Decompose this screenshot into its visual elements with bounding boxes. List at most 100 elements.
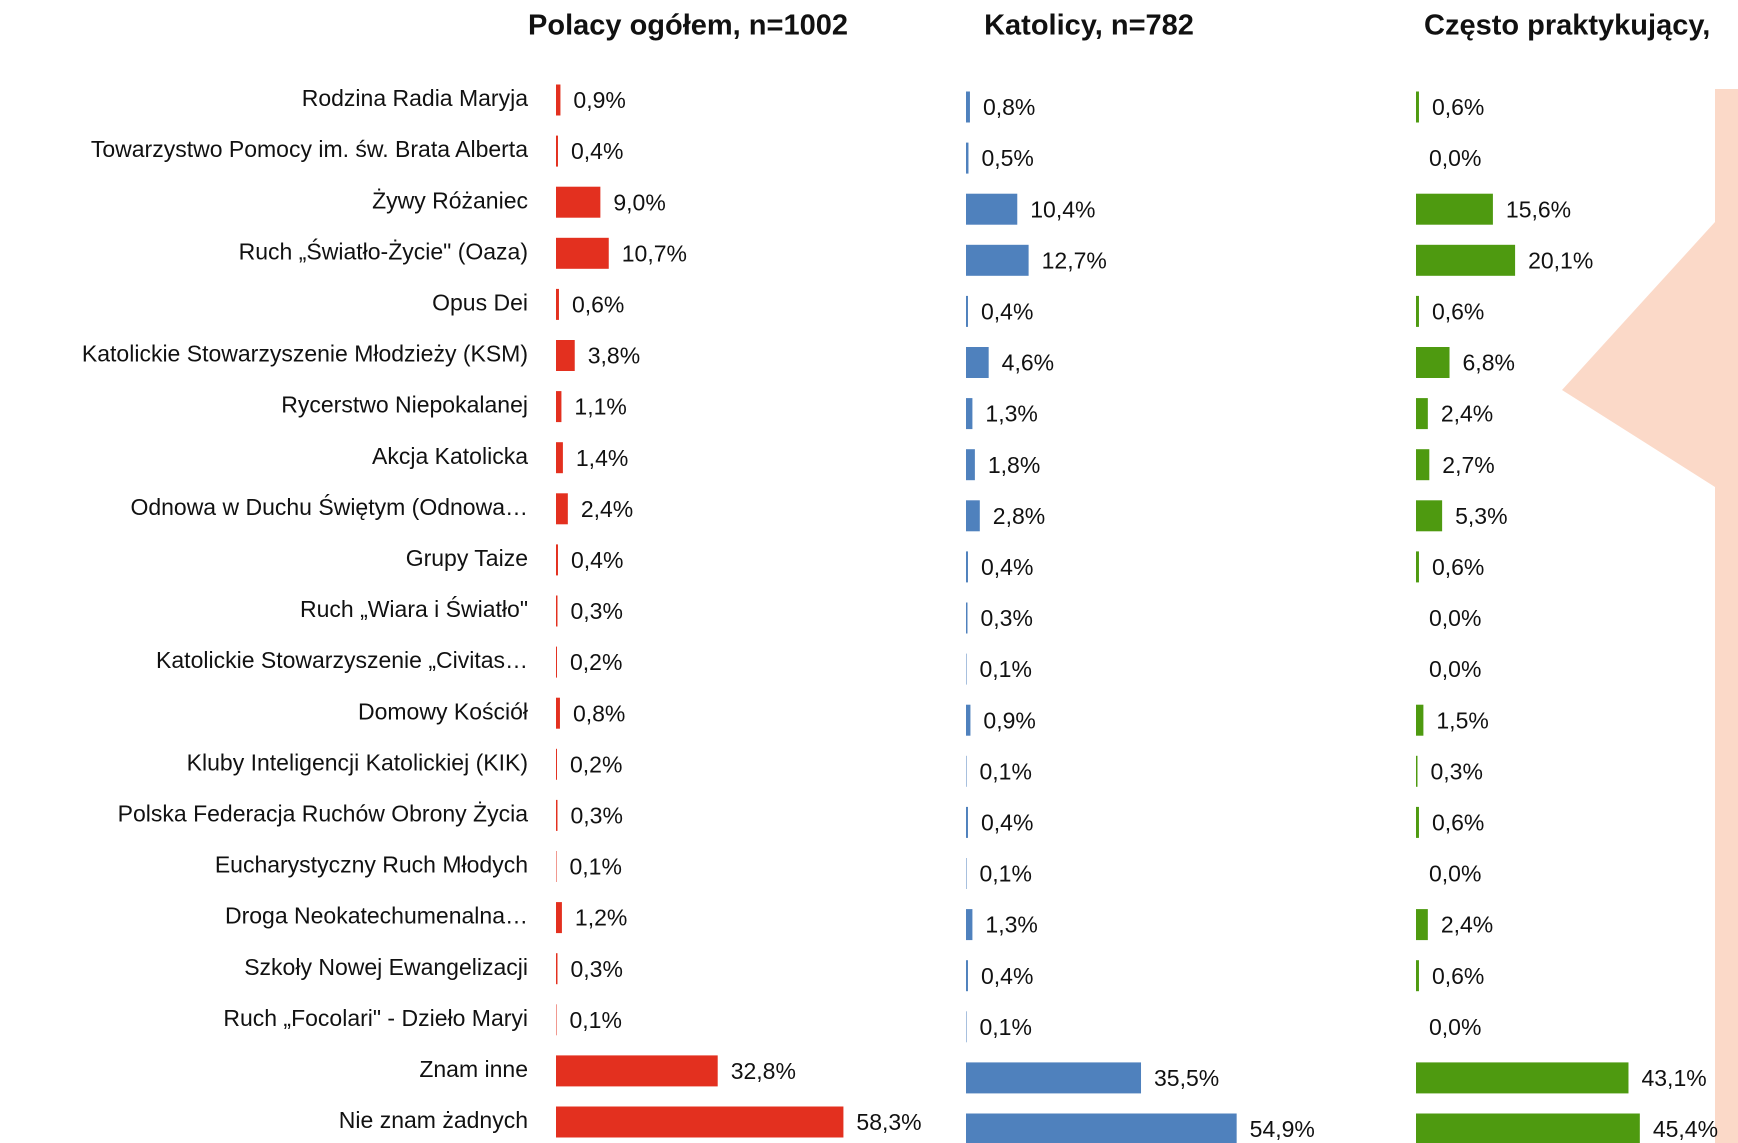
bar (1416, 755, 1418, 787)
value-label: 1,5% (1436, 707, 1488, 733)
value-label: 20,1% (1528, 247, 1593, 273)
bar (556, 697, 560, 729)
category-label: Rodzina Radia Maryja (302, 85, 528, 111)
bar (556, 748, 557, 780)
bar (1416, 295, 1419, 327)
bar (556, 391, 562, 423)
value-label: 10,7% (622, 240, 687, 266)
category-label: Polska Federacja Ruchów Obrony Życia (118, 800, 529, 826)
value-label: 1,4% (576, 445, 628, 471)
value-label: 0,3% (980, 605, 1032, 631)
bar (556, 544, 558, 576)
category-label: Towarzystwo Pomocy im. św. Brata Alberta (91, 136, 528, 162)
bar (966, 704, 971, 736)
value-label: 0,4% (571, 547, 623, 573)
bar (556, 186, 601, 218)
bar (1416, 551, 1419, 583)
bar (556, 288, 559, 320)
category-label: Katolickie Stowarzyszenie Młodzieży (KSM… (82, 341, 528, 367)
value-label: 0,6% (1432, 554, 1484, 580)
category-label: Ruch „Focolari" - Dzieło Maryi (223, 1005, 528, 1031)
bar (556, 799, 558, 831)
bar (966, 398, 973, 430)
category-label: Rycerstwo Niepokalanej (281, 392, 528, 418)
panel-title: Polacy ogółem, n=1002 (528, 10, 848, 42)
bar (966, 193, 1018, 225)
value-label: 0,1% (979, 861, 1031, 887)
value-label: 1,3% (985, 912, 1037, 938)
value-label: 0,4% (571, 138, 623, 164)
value-label: 0,4% (981, 809, 1033, 835)
value-label: 10,4% (1030, 196, 1095, 222)
value-label: 32,8% (731, 1058, 796, 1084)
bar (556, 442, 563, 474)
bar (1416, 806, 1419, 838)
bar (556, 1106, 844, 1138)
value-label: 1,3% (985, 401, 1037, 427)
bar (1416, 347, 1450, 378)
panel-title: Często praktykujący, (1424, 10, 1710, 42)
category-label: Znam inne (419, 1056, 528, 1082)
value-label: 0,2% (570, 751, 622, 777)
value-label: 0,5% (981, 145, 1033, 171)
value-label: 2,4% (1441, 401, 1493, 427)
bar (556, 902, 562, 934)
bar (966, 142, 969, 174)
category-label: Akcja Katolicka (372, 443, 528, 469)
bar (1416, 1062, 1629, 1094)
value-label: 0,3% (570, 956, 622, 982)
bar (556, 953, 558, 985)
category-label: Odnowa w Duchu Świętym (Odnowa… (130, 493, 528, 520)
value-label: 0,0% (1429, 1014, 1481, 1040)
value-label: 1,2% (575, 905, 627, 931)
category-label: Grupy Taize (406, 545, 528, 571)
bar (556, 493, 568, 525)
bar (1416, 449, 1430, 481)
value-label: 0,8% (573, 700, 625, 726)
bar (556, 135, 558, 167)
bar (1416, 704, 1424, 736)
bar (1416, 244, 1516, 276)
bar (1416, 398, 1428, 430)
value-label: 0,0% (1429, 861, 1481, 887)
bar (966, 449, 975, 481)
value-label: 2,4% (581, 496, 633, 522)
value-label: 0,3% (570, 802, 622, 828)
value-label: 0,4% (981, 298, 1033, 324)
bar (966, 244, 1029, 276)
bar (966, 909, 973, 941)
value-label: 0,6% (572, 291, 624, 317)
category-label: Ruch „Światło-Życie" (Oaza) (239, 237, 528, 264)
category-label: Kluby Inteligencji Katolickiej (KIK) (187, 749, 528, 775)
value-label: 45,4% (1653, 1116, 1718, 1142)
bar (966, 1062, 1142, 1094)
bar (556, 595, 558, 627)
value-label: 0,2% (570, 649, 622, 675)
value-label: 5,3% (1455, 503, 1507, 529)
bar (966, 91, 970, 123)
bar (966, 500, 980, 532)
value-label: 54,9% (1250, 1116, 1315, 1142)
value-label: 9,0% (613, 189, 665, 215)
bar (556, 646, 557, 678)
value-label: 2,8% (993, 503, 1045, 529)
bar (966, 602, 968, 634)
callout-shape (1562, 89, 1738, 1143)
bar (966, 806, 968, 838)
value-label: 1,1% (574, 394, 626, 420)
value-label: 0,1% (979, 1014, 1031, 1040)
value-label: 1,8% (988, 452, 1040, 478)
bar (1416, 909, 1428, 941)
bar (1416, 500, 1443, 532)
category-label: Ruch „Wiara i Światło" (300, 595, 528, 622)
bar (1416, 960, 1419, 992)
value-label: 0,0% (1429, 656, 1481, 682)
value-label: 0,0% (1429, 605, 1481, 631)
value-label: 12,7% (1042, 247, 1107, 273)
value-label: 0,1% (979, 656, 1031, 682)
value-label: 0,4% (981, 554, 1033, 580)
category-label: Eucharystyczny Ruch Młodych (215, 852, 528, 878)
category-label: Droga Neokatechumenalna… (225, 903, 528, 929)
category-label: Opus Dei (432, 289, 528, 315)
